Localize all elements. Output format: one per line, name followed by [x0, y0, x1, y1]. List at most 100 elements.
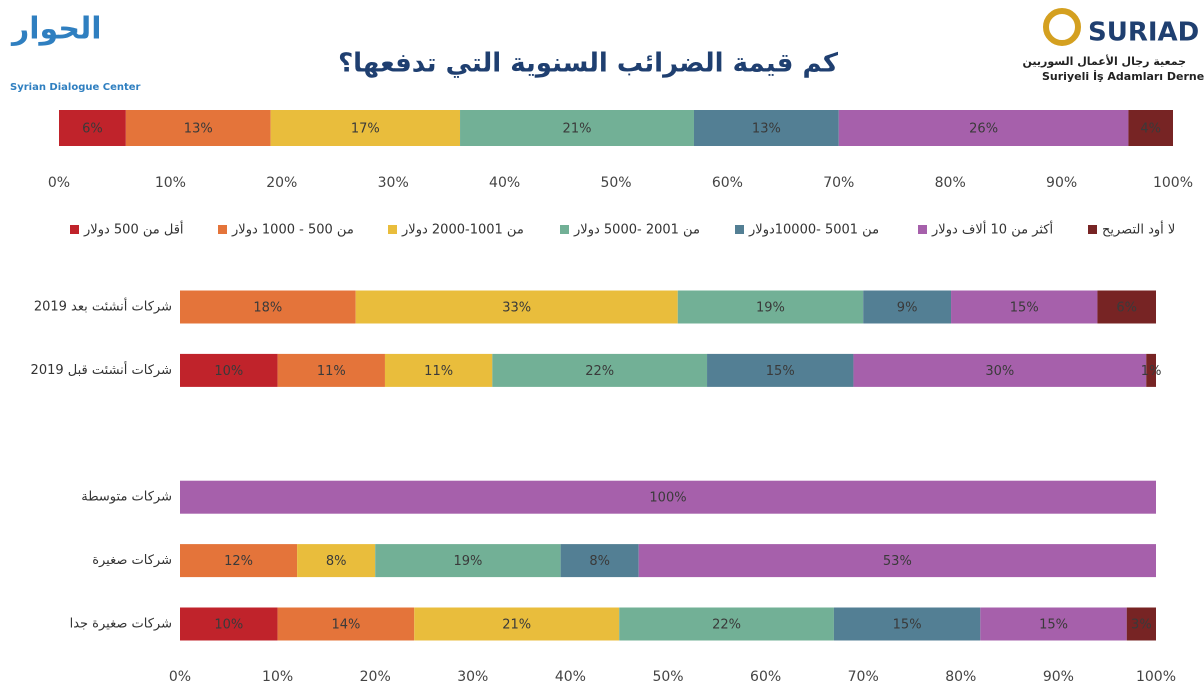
data-label: 12% — [224, 554, 253, 569]
bar-segment — [355, 290, 678, 324]
x-tick-label: 40% — [489, 175, 520, 191]
x-tick-label: 10% — [262, 669, 293, 685]
bar-segment — [180, 607, 278, 641]
data-label: 15% — [766, 364, 795, 379]
suriad-icon — [1043, 8, 1081, 46]
data-label: 1% — [1141, 364, 1162, 379]
data-label: 8% — [326, 554, 347, 569]
data-label: 10% — [214, 618, 243, 633]
category-label: شركات أنشئت بعد 2019 — [34, 298, 172, 315]
data-label: 19% — [756, 301, 785, 316]
legend-swatch — [560, 225, 569, 234]
legend-swatch — [70, 225, 79, 234]
bar-segment — [59, 110, 126, 146]
bar-segment — [270, 110, 461, 146]
legend-swatch — [218, 225, 227, 234]
bar-segment — [980, 607, 1127, 641]
bar-segment — [863, 290, 952, 324]
legend-swatch — [388, 225, 397, 234]
data-label: 4% — [1140, 122, 1161, 137]
data-label: 21% — [563, 122, 592, 137]
data-label: 11% — [317, 364, 346, 379]
bar-segment — [297, 544, 376, 578]
bar-segment — [833, 607, 981, 641]
bar-segment — [638, 544, 1156, 578]
x-tick-label: 30% — [457, 669, 488, 685]
bar-segment — [460, 110, 694, 146]
bar-segment — [277, 353, 385, 387]
data-label: 17% — [351, 122, 380, 137]
bar-segment — [180, 544, 298, 578]
bar-segment — [180, 353, 278, 387]
x-tick-label: 90% — [1046, 175, 1077, 191]
bar-segment — [1128, 110, 1173, 146]
legend-label: من 5001 -10000دولار — [748, 223, 879, 238]
chart-title: كم قيمة الضرائب السنوية التي تدفعها؟ — [338, 49, 839, 79]
bar-segment — [853, 353, 1147, 387]
x-tick-label: 60% — [712, 175, 743, 191]
x-tick-label: 50% — [600, 175, 631, 191]
bar-segment — [492, 353, 708, 387]
x-tick-label: 40% — [555, 669, 586, 685]
data-label: 21% — [502, 618, 531, 633]
category-label: شركات متوسطة — [81, 490, 172, 505]
bar-segment — [838, 110, 1129, 146]
bar-segment — [560, 544, 639, 578]
data-label: 53% — [883, 554, 912, 569]
x-tick-label: 60% — [750, 669, 781, 685]
bar-segment — [180, 290, 356, 324]
data-label: 6% — [1116, 301, 1137, 316]
bar-segment — [619, 607, 834, 641]
data-label: 15% — [1039, 618, 1068, 633]
bar-segment — [277, 607, 415, 641]
data-label: 15% — [1010, 301, 1039, 316]
bar-segment — [951, 290, 1098, 324]
x-tick-label: 20% — [266, 175, 297, 191]
data-label: 14% — [331, 618, 360, 633]
data-label: 22% — [712, 618, 741, 633]
left-logo: Syrian Dialogue Center — [10, 82, 141, 93]
legend-label: من 2001 -5000 دولار — [573, 223, 700, 238]
data-label: 15% — [893, 618, 922, 633]
x-tick-label: 0% — [169, 669, 191, 685]
x-tick-label: 0% — [48, 175, 70, 191]
data-label: 8% — [589, 554, 610, 569]
bar-segment — [1146, 353, 1156, 387]
bar-segment — [693, 110, 839, 146]
logo-mark: ﺍﻟﺤﻮﺍﺭ — [10, 12, 102, 47]
data-label: 18% — [253, 301, 282, 316]
x-tick-label: 70% — [823, 175, 854, 191]
bar-segment — [1097, 290, 1156, 324]
legend-label: لا أود التصريح — [1102, 221, 1175, 238]
x-tick-label: 20% — [360, 669, 391, 685]
bar-segment — [375, 544, 561, 578]
legend-swatch — [735, 225, 744, 234]
right-logo-name: SURIAD — [1088, 18, 1199, 48]
data-label: 3% — [1131, 618, 1152, 633]
data-label: 100% — [649, 491, 686, 506]
bar-segment — [384, 353, 493, 387]
bar-segment — [707, 353, 854, 387]
data-label: 19% — [453, 554, 482, 569]
category-label: شركات صغيرة جدا — [70, 617, 172, 632]
data-label: 33% — [502, 301, 531, 316]
data-label: 13% — [752, 122, 781, 137]
bar-segment — [180, 480, 1156, 514]
right-logo-ar: جمعية رجال الأعمال السوريين — [1023, 54, 1186, 68]
x-tick-label: 10% — [155, 175, 186, 191]
category-label: شركات أنشئت قبل 2019 — [31, 361, 172, 378]
x-tick-label: 50% — [652, 669, 683, 685]
x-tick-label: 80% — [945, 669, 976, 685]
x-tick-label: 100% — [1136, 669, 1176, 685]
x-tick-label: 100% — [1153, 175, 1193, 191]
legend-label: من 500 - 1000 دولار — [231, 223, 354, 238]
data-label: 13% — [184, 122, 213, 137]
x-tick-label: 70% — [848, 669, 879, 685]
bar-segment — [1126, 607, 1156, 641]
legend-label: من 1001-2000 دولار — [401, 223, 524, 238]
bar-segment — [414, 607, 620, 641]
bar-segment — [677, 290, 864, 324]
data-label: 6% — [82, 122, 103, 137]
data-label: 11% — [424, 364, 453, 379]
